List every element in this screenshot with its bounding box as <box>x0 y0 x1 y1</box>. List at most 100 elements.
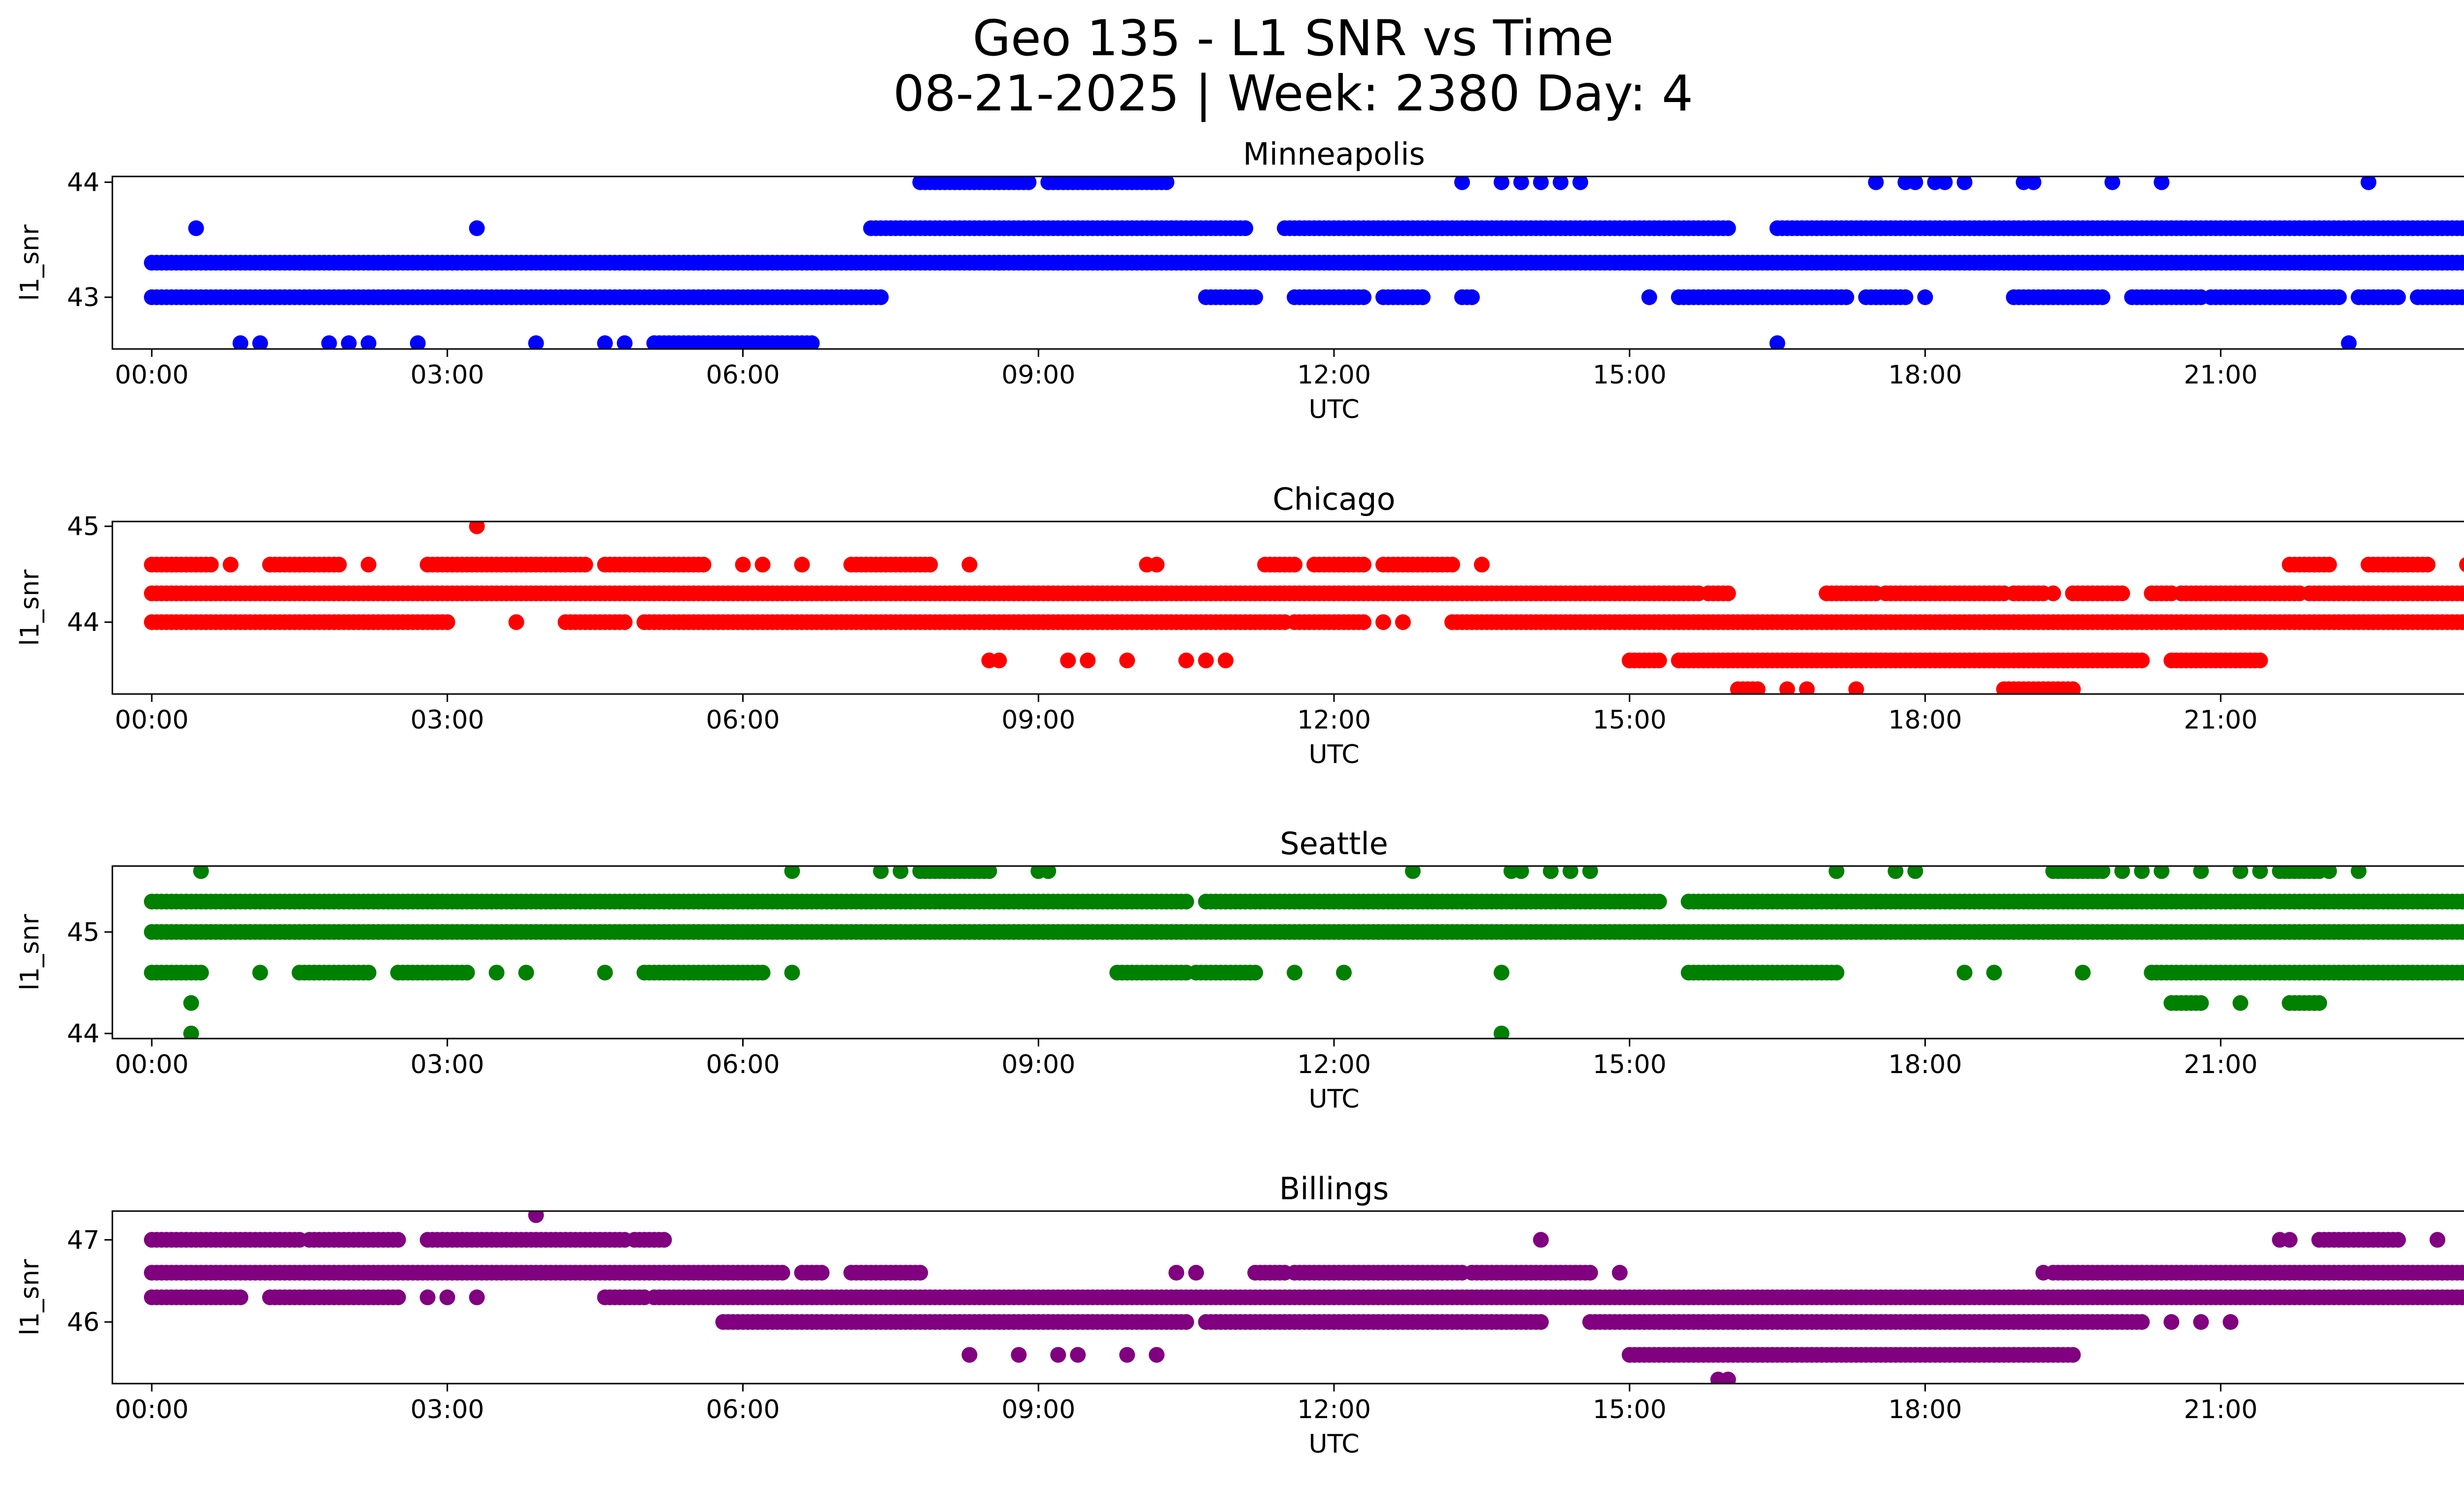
x-tick-label: 06:00 <box>706 360 780 390</box>
data-point <box>1779 681 1795 694</box>
data-point <box>528 335 544 349</box>
data-point <box>2203 585 2219 601</box>
data-point <box>1247 965 1264 981</box>
data-point <box>1218 652 1234 668</box>
y-tick-label: 45 <box>67 512 100 542</box>
data-point <box>518 965 534 981</box>
data-point <box>2459 221 2464 236</box>
data-point <box>469 220 485 236</box>
y-axis-label: l1_snr <box>15 569 45 646</box>
data-point <box>1868 176 1884 190</box>
figure-title-line1: Geo 135 - L1 SNR vs Time <box>973 9 1614 67</box>
data-point <box>2459 894 2464 909</box>
x-tick-label: 21:00 <box>2184 705 2258 735</box>
x-tick-label: 15:00 <box>1593 1050 1667 1079</box>
data-point <box>922 556 938 573</box>
data-point <box>1917 289 1933 305</box>
subplot-title: Chicago <box>1272 481 1395 517</box>
x-tick-label: 00:00 <box>115 360 189 390</box>
data-point <box>1395 614 1411 630</box>
data-point <box>1887 866 1904 879</box>
data-point <box>2321 866 2337 879</box>
data-point <box>2459 925 2464 939</box>
data-point <box>754 965 771 981</box>
x-tick-label: 03:00 <box>411 360 484 390</box>
data-point <box>2361 176 2377 190</box>
y-tick-label: 43 <box>67 283 100 313</box>
data-point <box>814 1265 830 1281</box>
data-point <box>2025 176 2042 190</box>
x-tick-label: 00:00 <box>115 1050 189 1079</box>
x-tick-label: 18:00 <box>1888 1050 1962 1079</box>
data-point <box>1513 866 1529 879</box>
data-point <box>1562 866 1578 879</box>
subplot-title: Minneapolis <box>1243 136 1425 172</box>
subplot-title: Billings <box>1279 1171 1389 1207</box>
data-point <box>232 335 248 349</box>
data-point <box>1444 556 1460 573</box>
data-point <box>1080 652 1096 668</box>
data-point <box>1287 556 1302 573</box>
data-point <box>577 556 593 573</box>
data-point <box>1493 965 1509 981</box>
data-point <box>2134 1314 2150 1330</box>
data-point <box>390 1232 406 1248</box>
data-point <box>1464 289 1480 305</box>
data-point <box>1720 585 1736 601</box>
data-point <box>794 556 810 573</box>
x-tick-label: 21:00 <box>2184 1050 2258 1079</box>
x-axis-label: UTC <box>1308 1084 1359 1114</box>
data-point <box>2341 335 2357 349</box>
data-point <box>2390 1232 2406 1248</box>
data-point <box>1149 556 1165 573</box>
data-point <box>1375 614 1391 630</box>
data-point <box>1572 176 1588 190</box>
data-point <box>1513 176 1529 190</box>
data-point <box>1533 1314 1549 1330</box>
data-point <box>2134 866 2150 879</box>
data-point <box>2390 289 2406 305</box>
x-tick-label: 15:00 <box>1593 705 1667 735</box>
data-point <box>1552 176 1569 190</box>
data-point <box>1838 289 1854 305</box>
data-point <box>873 866 889 879</box>
data-point <box>2459 1265 2464 1280</box>
data-points <box>144 1211 2464 1384</box>
data-point <box>2459 965 2464 980</box>
data-point <box>2459 615 2464 629</box>
data-point <box>2094 866 2111 879</box>
x-tick-label: 06:00 <box>706 1050 780 1079</box>
data-point <box>1356 556 1371 573</box>
data-point <box>360 965 376 981</box>
data-point <box>193 866 209 879</box>
data-point <box>2459 586 2464 601</box>
data-point <box>616 614 633 630</box>
data-point <box>1651 894 1667 910</box>
data-point <box>1582 1265 1598 1281</box>
data-point <box>597 335 613 349</box>
data-points <box>144 176 2464 349</box>
x-tick-label: 12:00 <box>1297 360 1371 390</box>
data-point <box>656 1232 672 1248</box>
data-point <box>2065 681 2081 694</box>
data-point <box>2193 866 2209 879</box>
data-point <box>2104 176 2121 190</box>
data-point <box>912 1265 928 1281</box>
data-point <box>469 522 485 534</box>
data-point <box>892 866 909 879</box>
data-point <box>2114 866 2130 879</box>
data-point <box>1119 652 1135 668</box>
data-point <box>784 965 800 981</box>
data-point <box>2311 995 2327 1011</box>
data-point <box>754 556 771 573</box>
data-point <box>1769 335 1785 349</box>
data-point <box>981 866 997 879</box>
figure-title-line2: 08-21-2025 | Week: 2380 Day: 4 <box>893 65 1693 122</box>
x-tick-label: 12:00 <box>1297 1050 1371 1079</box>
data-point <box>1651 652 1667 668</box>
